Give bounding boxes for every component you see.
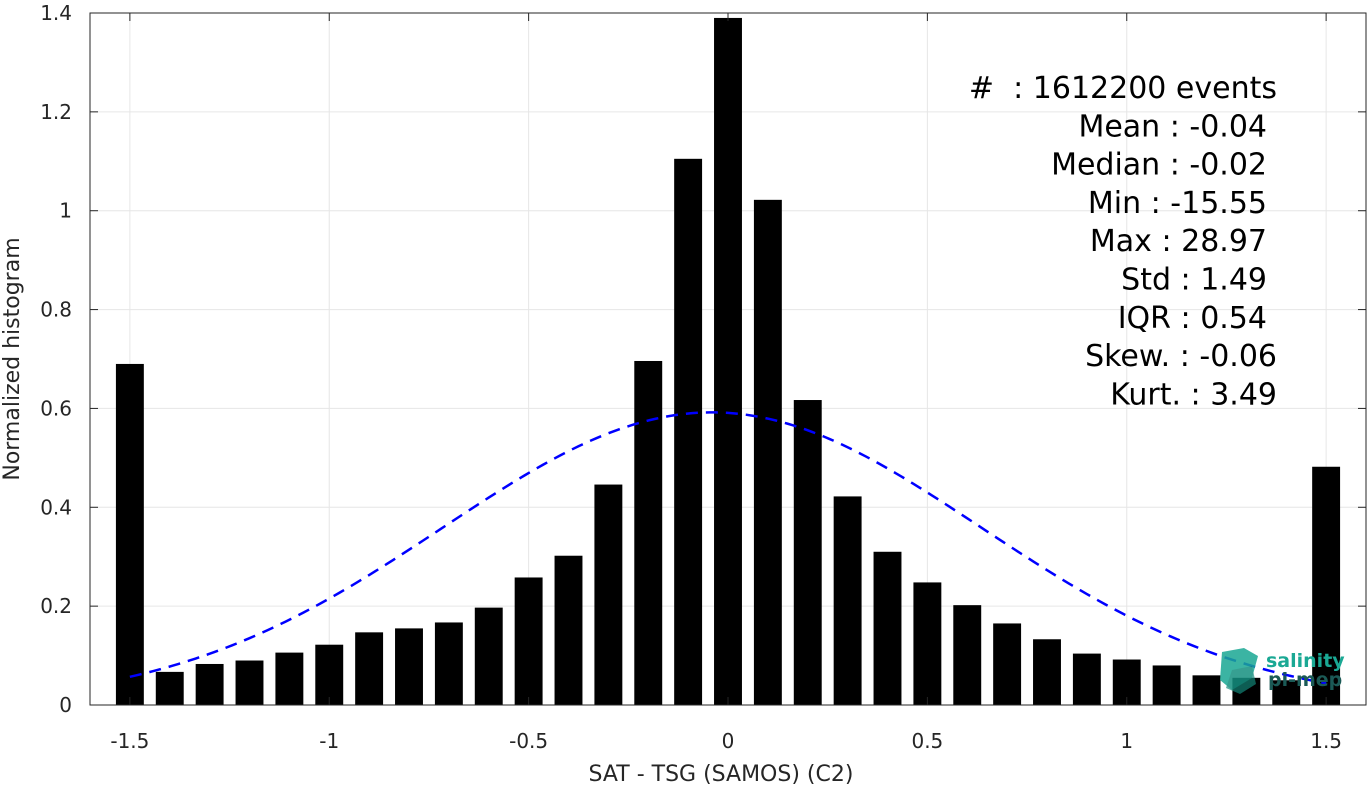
histogram-bar bbox=[514, 577, 543, 705]
x-axis-ticks: -1.5 -1 -0.5 0 0.5 1 1.5 bbox=[110, 13, 1342, 753]
histogram-bar bbox=[594, 484, 623, 705]
stats-line: Max : 28.97 bbox=[1090, 224, 1267, 259]
histogram-bar bbox=[634, 360, 663, 705]
histogram-bar bbox=[434, 622, 463, 705]
histogram-bar bbox=[315, 644, 344, 705]
salinity-pimep-logo: salinity pi-mep bbox=[1220, 648, 1345, 694]
histogram-bar bbox=[873, 551, 902, 705]
y-axis-ticks: 0 0.2 0.4 0.6 0.8 1 1.2 1.4 bbox=[40, 1, 1366, 717]
histogram-bar bbox=[395, 628, 423, 705]
histogram-bar bbox=[275, 652, 304, 705]
y-tick-label: 0 bbox=[59, 693, 72, 717]
stats-line: Kurt. : 3.49 bbox=[1110, 377, 1277, 412]
histogram-bar bbox=[1152, 665, 1181, 705]
histogram-bar bbox=[355, 632, 384, 705]
y-tick-label: 0.8 bbox=[40, 298, 72, 322]
histogram-bar bbox=[474, 607, 503, 705]
histogram-bar bbox=[1072, 653, 1101, 705]
stats-line: # : 1612200 events bbox=[969, 71, 1277, 106]
histogram-bar bbox=[913, 582, 942, 705]
y-axis-label: Normalized histogram bbox=[0, 237, 25, 480]
histogram-bar bbox=[554, 555, 583, 705]
y-tick-label: 1.2 bbox=[40, 100, 72, 124]
x-tick-label: 1 bbox=[1120, 729, 1133, 753]
y-tick-label: 1.4 bbox=[40, 1, 72, 25]
y-tick-label: 0.4 bbox=[40, 495, 72, 519]
y-tick-label: 1 bbox=[59, 199, 72, 223]
histogram-bar bbox=[1033, 639, 1061, 705]
x-tick-label: 1.5 bbox=[1310, 729, 1342, 753]
histogram-bar bbox=[753, 199, 782, 705]
histogram-bar bbox=[793, 400, 822, 705]
histogram-bar bbox=[195, 663, 224, 705]
x-tick-label: -0.5 bbox=[509, 729, 548, 753]
histogram-bar bbox=[953, 605, 982, 705]
normal-fit-curve bbox=[129, 411, 1327, 685]
histogram-bar bbox=[115, 363, 144, 705]
logo-line1: salinity bbox=[1266, 650, 1345, 672]
histogram-bar bbox=[993, 623, 1022, 705]
stats-line: Median : -0.02 bbox=[1051, 148, 1267, 183]
x-tick-label: -1.5 bbox=[110, 729, 149, 753]
y-tick-label: 0.6 bbox=[40, 396, 72, 420]
histogram-bar bbox=[674, 158, 703, 706]
logo-line2: pi-mep bbox=[1268, 669, 1342, 691]
stats-line: Skew. : -0.06 bbox=[1085, 339, 1277, 374]
histogram-bar bbox=[235, 660, 264, 705]
histogram-bar bbox=[1312, 466, 1341, 705]
histogram-bar bbox=[714, 17, 742, 705]
histogram-bar bbox=[155, 671, 184, 705]
histogram-bar bbox=[833, 496, 862, 705]
y-tick-label: 0.2 bbox=[40, 594, 72, 618]
stats-line: Mean : -0.04 bbox=[1078, 109, 1267, 144]
x-tick-label: 0.5 bbox=[911, 729, 943, 753]
bars bbox=[115, 17, 1341, 706]
histogram-bar bbox=[1192, 675, 1221, 705]
stats-line: IQR : 0.54 bbox=[1118, 301, 1267, 336]
stats-line: Min : -15.55 bbox=[1088, 186, 1267, 221]
x-axis-label: SAT - TSG (SAMOS) (C2) bbox=[589, 762, 854, 785]
histogram-bar bbox=[1272, 680, 1301, 705]
x-tick-label: 0 bbox=[722, 729, 735, 753]
stats-line: Std : 1.49 bbox=[1121, 263, 1267, 298]
x-tick-label: -1 bbox=[319, 729, 339, 753]
logo-mark-icon bbox=[1220, 648, 1258, 694]
